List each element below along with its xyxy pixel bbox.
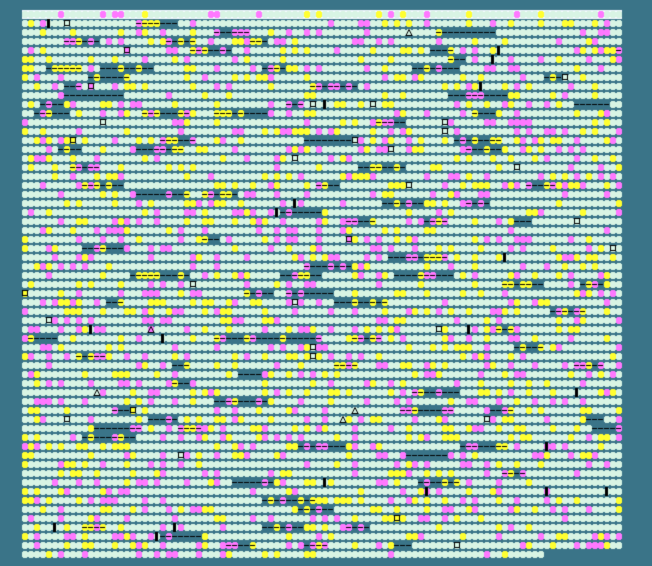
game-board[interactable] xyxy=(0,0,652,566)
